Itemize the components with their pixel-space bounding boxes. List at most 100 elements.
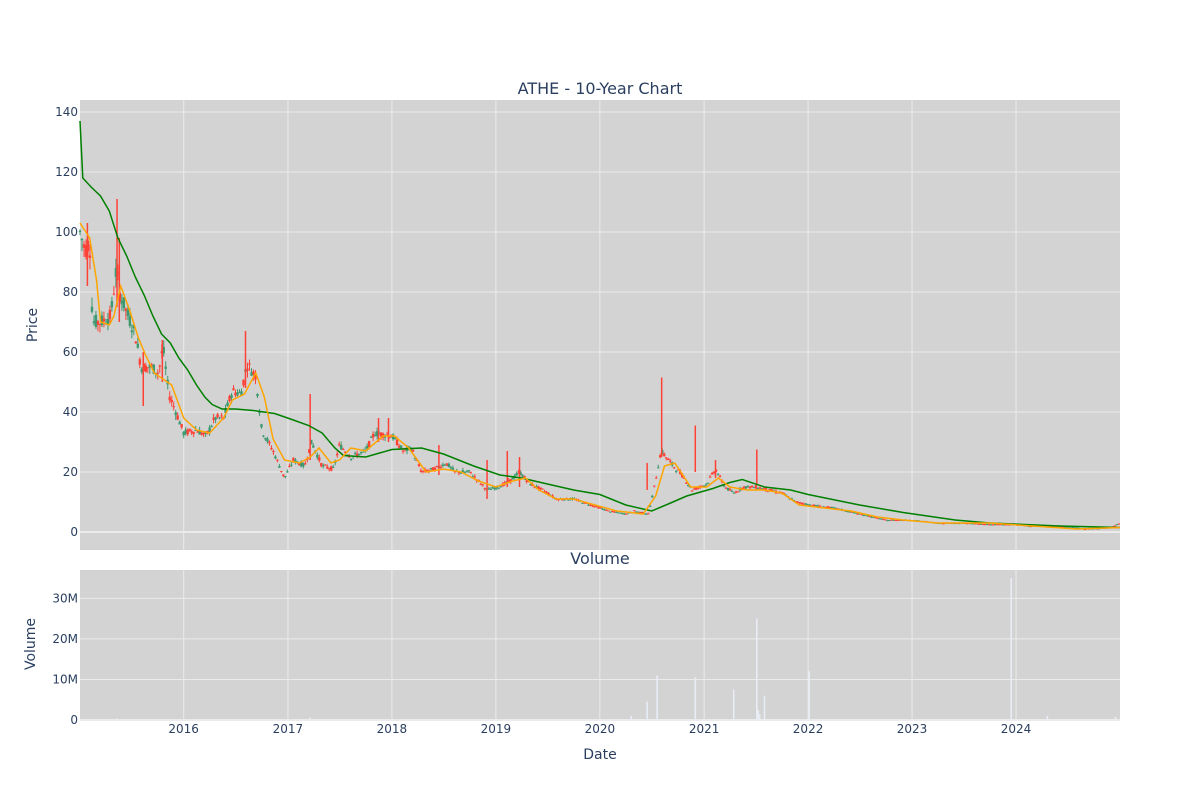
- candle-down: [1083, 529, 1087, 531]
- candle-up: [260, 424, 263, 428]
- candle-up: [391, 434, 395, 440]
- candle-up: [858, 513, 861, 515]
- candle-up: [489, 488, 492, 490]
- candle-down: [680, 473, 684, 478]
- candle-down: [481, 484, 484, 486]
- candle-down: [417, 464, 421, 466]
- candle-up: [651, 495, 654, 498]
- volume-bar: [756, 618, 758, 720]
- candle-down: [750, 485, 754, 487]
- candle-up: [256, 393, 259, 397]
- candle-up: [864, 514, 867, 516]
- candle-down: [768, 488, 772, 491]
- candle-down: [102, 318, 106, 322]
- candle-up: [399, 445, 403, 449]
- candle-up: [184, 429, 187, 434]
- candle-down: [659, 455, 662, 458]
- price-panel: 0 20 40 60 80 100 120 140: [55, 100, 1121, 550]
- candle-down: [324, 464, 327, 466]
- candle-down: [663, 453, 666, 456]
- candle-down: [419, 470, 423, 473]
- candle-down: [242, 379, 245, 386]
- candle-down: [812, 504, 815, 507]
- price-y-tick-label: 100: [55, 225, 78, 239]
- volume-bar: [758, 713, 761, 720]
- candle-up: [208, 427, 211, 432]
- candle-down: [134, 341, 138, 344]
- candle-down: [992, 524, 995, 526]
- candle-down: [692, 488, 696, 490]
- candle-up: [980, 523, 983, 525]
- candle-up: [198, 430, 201, 435]
- candle-up: [451, 467, 455, 471]
- candle-up: [204, 432, 207, 434]
- candle-up: [210, 426, 213, 428]
- candle-up: [854, 512, 857, 514]
- candle-up: [609, 511, 612, 513]
- candle-up: [130, 330, 134, 333]
- volume-bar: [630, 715, 632, 720]
- candle-up: [722, 485, 726, 487]
- candle-down: [280, 471, 283, 473]
- candle-up: [375, 431, 379, 437]
- candle-up: [623, 513, 626, 515]
- price-y-tick-label: 0: [70, 525, 78, 539]
- candle-up: [122, 297, 126, 309]
- candle-down: [966, 523, 969, 525]
- candle-up: [300, 461, 303, 467]
- candle-up: [194, 429, 197, 431]
- candle-down: [288, 466, 291, 468]
- candle-down: [593, 506, 596, 508]
- candle-up: [862, 515, 865, 517]
- candle-up: [92, 321, 96, 324]
- candle-down: [298, 463, 301, 466]
- candle-down: [868, 516, 871, 518]
- candle-down: [200, 432, 203, 435]
- candle-up: [519, 472, 522, 475]
- candle-up: [106, 318, 110, 325]
- candle-up: [834, 507, 837, 509]
- candle-up: [240, 391, 243, 397]
- candle-down: [742, 486, 746, 489]
- candle-down: [188, 428, 191, 432]
- candle-up: [349, 458, 353, 460]
- candle-up: [716, 474, 720, 476]
- date-axis-label: Date: [583, 747, 617, 763]
- x-tick-label: 2018: [377, 722, 408, 736]
- candle-down: [613, 511, 616, 513]
- candle-up: [312, 445, 315, 448]
- candle-up: [284, 476, 287, 478]
- candle-up: [1065, 526, 1069, 528]
- candle-down: [220, 415, 223, 417]
- candle-up: [178, 421, 181, 425]
- candle-up: [892, 519, 895, 521]
- candle-up: [182, 431, 185, 436]
- candle-up: [848, 511, 851, 513]
- candle-up: [152, 364, 155, 374]
- candle-down: [186, 429, 189, 435]
- candle-down: [523, 476, 526, 478]
- candle-up: [286, 471, 289, 473]
- candle-up: [236, 392, 239, 396]
- candle-up: [497, 487, 500, 489]
- candle-down: [330, 466, 333, 471]
- candle-down: [196, 431, 199, 433]
- candle-down: [653, 485, 656, 487]
- candle-down: [304, 463, 307, 465]
- candle-down: [585, 502, 588, 504]
- candle-up: [603, 509, 606, 511]
- candle-down: [371, 433, 375, 438]
- candle-down: [180, 424, 183, 428]
- candle-down: [607, 510, 610, 512]
- candle-down: [826, 506, 829, 508]
- candle-down: [798, 502, 802, 504]
- candle-up: [128, 315, 132, 326]
- candle-up: [357, 453, 361, 456]
- candle-up: [148, 364, 151, 368]
- candle-down: [138, 359, 142, 365]
- candle-down: [984, 524, 987, 526]
- candle-down: [696, 487, 700, 489]
- candle-down: [457, 471, 461, 474]
- candle-up: [730, 491, 734, 493]
- candle-up: [706, 482, 710, 484]
